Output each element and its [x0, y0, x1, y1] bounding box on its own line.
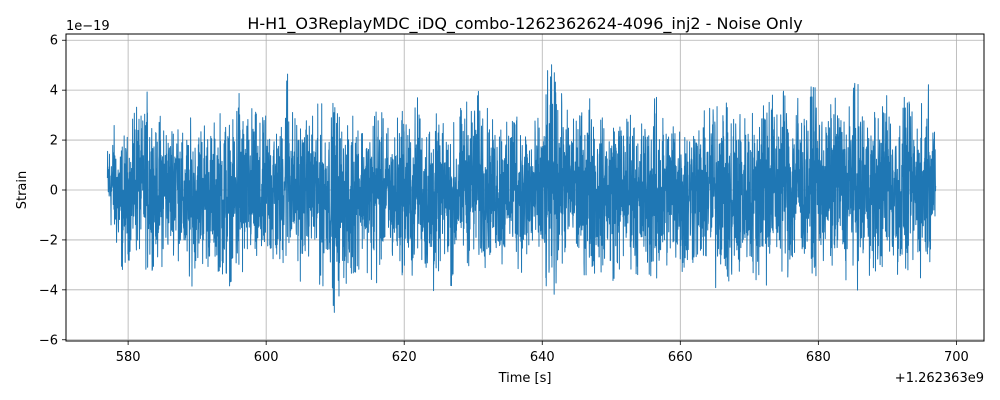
x-tick-label: 680 [806, 350, 831, 365]
x-tick-label: 620 [392, 350, 417, 365]
y-tick-label: 4 [50, 84, 58, 99]
x-offset-label: +1.262363e9 [895, 371, 984, 386]
x-axis-label: Time [s] [498, 371, 552, 386]
y-scale-label: 1e−19 [66, 19, 110, 34]
y-tick-label: 0 [50, 183, 58, 198]
x-tick-label: 660 [668, 350, 693, 365]
strain-series-line [106, 64, 937, 313]
y-tick-label: −2 [39, 233, 58, 248]
series-group [106, 64, 937, 313]
x-tick-label: 640 [530, 350, 555, 365]
y-tick-label: 2 [50, 134, 58, 149]
chart-title: H-H1_O3ReplayMDC_iDQ_combo-1262362624-40… [247, 14, 802, 34]
x-axis: 580 600 620 640 660 680 700 [116, 341, 969, 365]
x-tick-label: 700 [944, 350, 969, 365]
y-axis: −6 −4 −2 0 2 4 6 [39, 34, 66, 348]
y-tick-label: −4 [39, 283, 58, 298]
plot-frame [65, 33, 985, 342]
y-axis-label: Strain [15, 171, 30, 210]
x-tick-label: 580 [116, 350, 141, 365]
y-tick-label: −6 [39, 333, 58, 348]
x-tick-label: 600 [254, 350, 279, 365]
y-tick-label: 6 [50, 34, 58, 49]
